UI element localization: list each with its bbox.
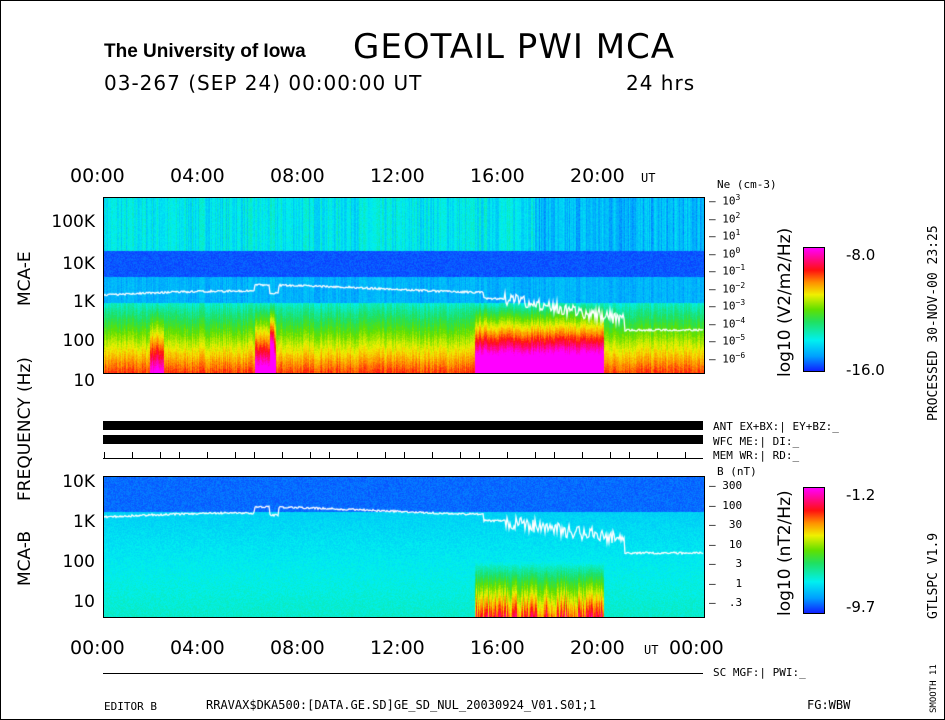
y-tick-label: 100 bbox=[62, 331, 95, 351]
ne-tick-label: – 10−1 bbox=[709, 263, 746, 278]
sc-status-line bbox=[103, 673, 703, 674]
mem-tick bbox=[629, 452, 630, 458]
mca-e-spectrogram bbox=[103, 197, 705, 374]
duration: 24 hrs bbox=[626, 71, 696, 95]
fg-label: FG:WBW bbox=[807, 698, 851, 712]
ant-status-bar bbox=[103, 421, 703, 430]
mca-b-colorbar bbox=[803, 487, 825, 614]
b-axis-label: B (nT) bbox=[717, 465, 757, 478]
b-tick-label: – 3 bbox=[709, 557, 743, 570]
mem-tick bbox=[132, 452, 133, 458]
time-tick-label: 12:00 bbox=[370, 637, 425, 659]
mca-e-colorbar-min: -16.0 bbox=[846, 361, 885, 379]
plot-title: GEOTAIL PWI MCA bbox=[353, 27, 676, 67]
version-label: GTLSPC V1.9 bbox=[926, 532, 941, 619]
time-tick-label: 04:00 bbox=[170, 637, 225, 659]
mem-tick bbox=[657, 452, 658, 458]
mem-tick bbox=[179, 452, 180, 458]
wfc-status-bar bbox=[103, 435, 703, 444]
mem-tick bbox=[254, 452, 255, 458]
frequency-label: FREQUENCY (Hz) bbox=[15, 357, 35, 501]
mem-tick bbox=[207, 452, 208, 458]
ne-tick-label: – 102 bbox=[709, 210, 741, 226]
mem-tick bbox=[460, 452, 461, 458]
y-tick-label: 10 bbox=[73, 371, 95, 391]
mem-tick bbox=[385, 452, 386, 458]
mem-tick bbox=[479, 452, 480, 458]
y-tick-label: 10K bbox=[62, 254, 95, 274]
mem-tick bbox=[685, 452, 686, 458]
mem-tick bbox=[535, 452, 536, 458]
processed-label: PROCESSED 30-NOV-00 23:25 bbox=[926, 225, 941, 421]
mca-b-spectrogram bbox=[103, 476, 705, 618]
mem-tick bbox=[432, 452, 433, 458]
b-tick-label: – 100 bbox=[709, 498, 743, 512]
ne-tick-label: – 10−5 bbox=[709, 333, 746, 348]
mca-e-colorbar-label: log10 (V2/m2/Hz) bbox=[775, 227, 795, 377]
ut-label: UT bbox=[644, 643, 659, 657]
y-tick-label: 10 bbox=[73, 592, 95, 612]
b-tick-label: – 10 bbox=[709, 537, 743, 551]
mca-b-colorbar-min: -9.7 bbox=[846, 598, 876, 616]
time-tick-label: 08:00 bbox=[270, 637, 325, 659]
mem-tick bbox=[507, 452, 508, 458]
editor-label: EDITOR B bbox=[104, 700, 157, 713]
mem-tick bbox=[404, 452, 405, 458]
smooth-label: SMOOTH 11 bbox=[929, 664, 939, 713]
y-tick-label: 100 bbox=[62, 552, 95, 572]
time-tick-label: 20:00 bbox=[570, 165, 625, 187]
mem-status-bar bbox=[103, 458, 703, 459]
mca-b-label: MCA-B bbox=[15, 531, 35, 586]
mca-b-colorbar-max: -1.2 bbox=[846, 486, 876, 504]
mem-tick bbox=[235, 452, 236, 458]
mca-e-label: MCA-E bbox=[15, 251, 35, 306]
ne-tick-label: – 10−2 bbox=[709, 280, 746, 296]
mem-tick bbox=[554, 452, 555, 458]
b-tick-label: – .3 bbox=[709, 596, 743, 609]
sc-status: SC MGF:| PWI:_ bbox=[713, 666, 806, 679]
mem-tick bbox=[329, 452, 330, 458]
time-tick-label: 00:00 bbox=[70, 165, 125, 187]
ne-axis-label: Ne (cm-3) bbox=[717, 178, 777, 191]
ut-label: UT bbox=[641, 171, 656, 185]
time-tick-label: 16:00 bbox=[470, 637, 525, 659]
time-tick-label: 20:00 bbox=[570, 637, 625, 659]
b-tick-label: – 1 bbox=[709, 576, 743, 590]
mem-tick bbox=[357, 452, 358, 458]
mca-b-colorbar-label: log10 (nT2/Hz) bbox=[775, 490, 795, 616]
mem-tick bbox=[610, 452, 611, 458]
mem-tick bbox=[582, 452, 583, 458]
ne-tick-label: – 101 bbox=[709, 228, 741, 243]
time-tick-label: 08:00 bbox=[270, 165, 325, 187]
mca-e-colorbar-max: -8.0 bbox=[846, 246, 876, 264]
ne-tick-label: – 10−6 bbox=[709, 350, 746, 366]
wfc-status: WFC ME:| DI:_ bbox=[713, 435, 800, 448]
mem-status: MEM WR:| RD:_ bbox=[713, 449, 800, 462]
y-tick-label: 10K bbox=[62, 472, 95, 492]
b-tick-label: – 300 bbox=[709, 479, 743, 492]
mem-tick bbox=[160, 452, 161, 458]
date-line: 03-267 (SEP 24) 00:00:00 UT bbox=[104, 71, 423, 95]
mem-tick bbox=[282, 452, 283, 458]
mem-tick bbox=[310, 452, 311, 458]
time-tick-label: 12:00 bbox=[370, 165, 425, 187]
mca-e-colorbar bbox=[803, 247, 825, 372]
time-tick-label: 00:00 bbox=[669, 637, 724, 659]
b-tick-label: – 30 bbox=[709, 518, 743, 531]
file-path: RRAVAX$DKA500:[DATA.GE.SD]GE_SD_NUL_2003… bbox=[206, 698, 597, 712]
time-tick-label: 16:00 bbox=[470, 165, 525, 187]
y-tick-label: 1K bbox=[73, 512, 95, 532]
time-tick-label: 04:00 bbox=[170, 165, 225, 187]
y-tick-label: 100K bbox=[51, 212, 95, 232]
mem-tick bbox=[104, 452, 105, 458]
ant-status: ANT EX+BX:| EY+BZ:_ bbox=[713, 420, 839, 433]
y-tick-label: 1K bbox=[73, 292, 95, 312]
time-tick-label: 00:00 bbox=[70, 637, 125, 659]
ne-tick-label: – 100 bbox=[709, 245, 741, 261]
ne-tick-label: – 10−4 bbox=[709, 315, 746, 331]
ne-tick-label: – 10−3 bbox=[709, 298, 746, 313]
institution: The University of Iowa bbox=[104, 41, 306, 62]
ne-tick-label: – 103 bbox=[709, 193, 741, 208]
